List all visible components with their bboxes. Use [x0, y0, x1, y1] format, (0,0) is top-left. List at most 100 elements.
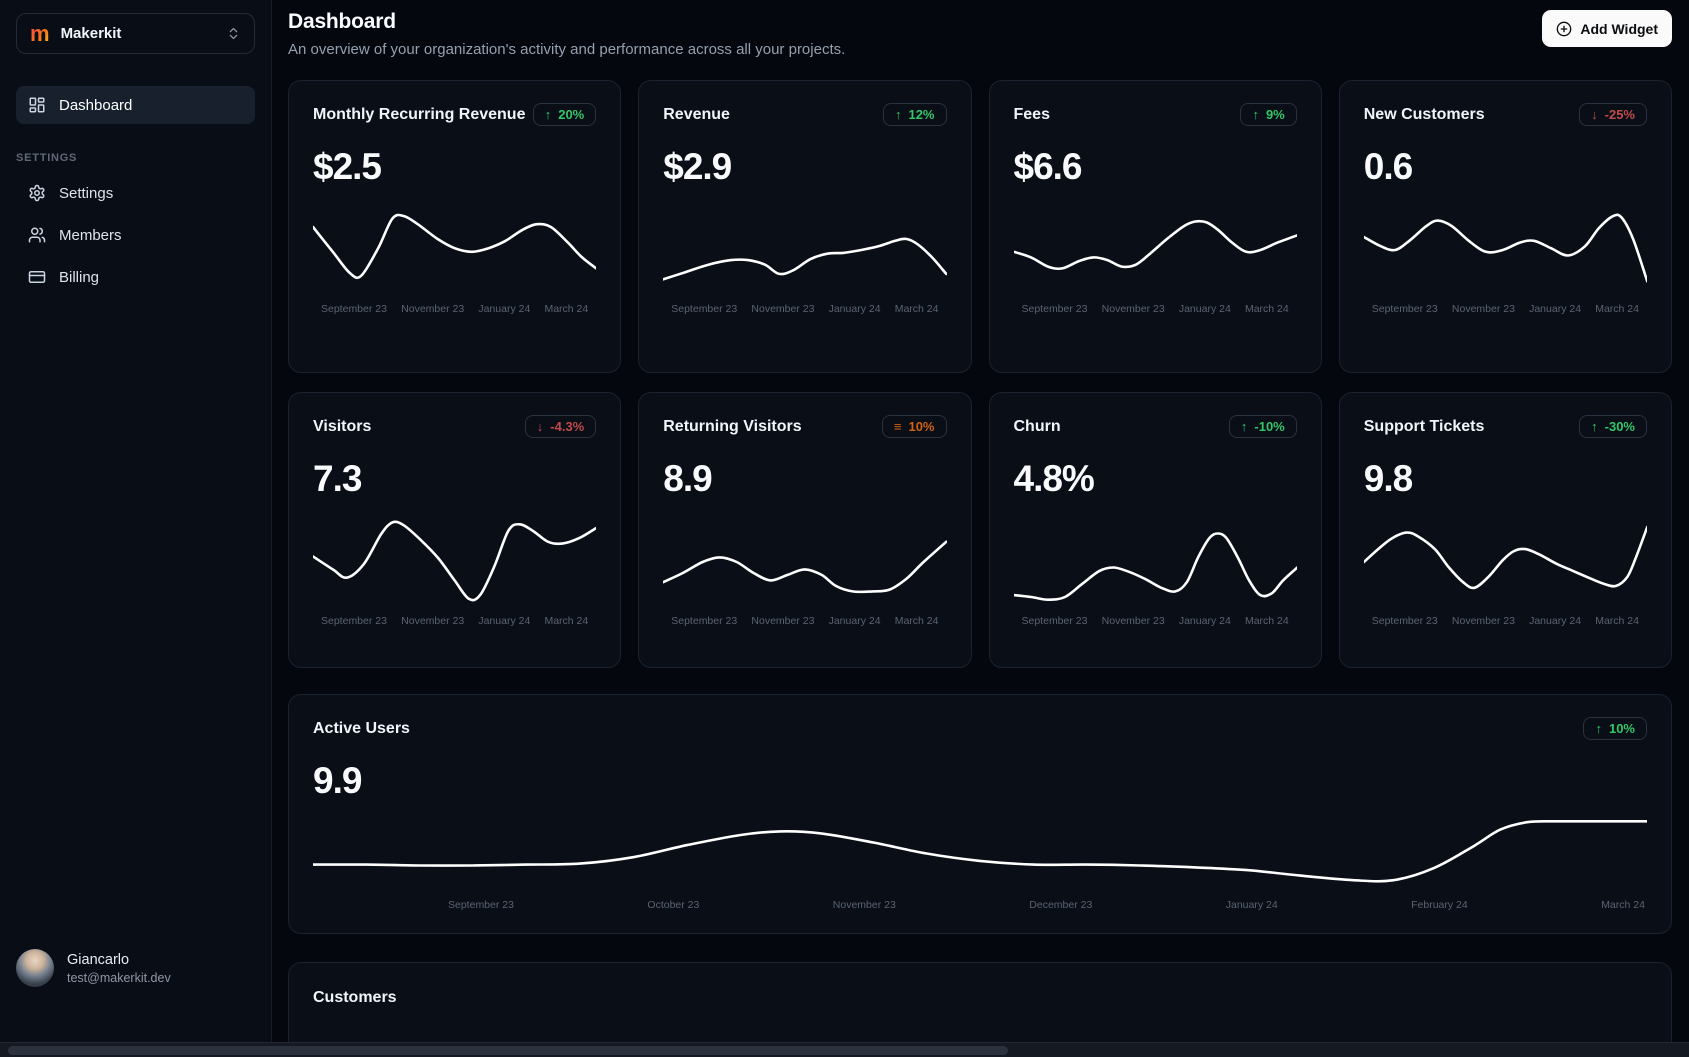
card-title: Fees — [1013, 105, 1050, 123]
x-axis-label: September 23 — [671, 303, 738, 315]
sidebar-item-dashboard[interactable]: Dashboard — [16, 86, 255, 124]
arrow-up-icon: ↑ — [544, 107, 552, 122]
card-value: 9.8 — [1363, 458, 1413, 499]
x-axis-label: November 23 — [1451, 303, 1515, 315]
card-title: Monthly Recurring Revenue — [313, 105, 526, 123]
sparkline-chart — [663, 237, 947, 281]
arrow-down-icon: ↓ — [536, 419, 544, 434]
sidebar-item-label: Members — [59, 226, 122, 244]
card-value: 8.9 — [663, 458, 712, 499]
card-title: New Customers — [1363, 105, 1485, 123]
sidebar-item-members[interactable]: Members — [16, 216, 255, 254]
x-axis-label: January 24 — [478, 615, 531, 627]
metric-card: Revenue ↑ 12% $2.9 September 23 November … — [638, 80, 972, 373]
x-axis-labels: September 23 November 23 January 24 March 2… — [313, 303, 596, 315]
x-axis-label: January 24 — [1225, 899, 1278, 911]
x-axis-label: November 23 — [401, 303, 465, 315]
dashboard-icon — [28, 96, 46, 114]
x-axis-label: November 23 — [751, 615, 815, 627]
add-widget-button[interactable]: Add Widget — [1542, 10, 1672, 47]
sidebar-item-label: Settings — [59, 184, 114, 202]
active-users-card: Active Users ↑ 10% 9.9 September 23 Octob… — [288, 694, 1672, 934]
x-axis-label: November 23 — [1101, 303, 1165, 315]
card-value: 7.3 — [313, 458, 362, 499]
trend-badge: ↑ -10% — [1228, 415, 1297, 438]
x-axis-labels: September 23 November 23 January 24 March 2… — [1014, 303, 1297, 315]
horizontal-scrollbar[interactable] — [0, 1042, 1689, 1057]
add-widget-label: Add Widget — [1580, 20, 1658, 37]
card-title: Churn — [1013, 417, 1061, 435]
trend-badge: ↑ -30% — [1579, 415, 1647, 438]
x-axis-label: November 23 — [1451, 615, 1515, 627]
arrow-up-icon: ↑ — [894, 107, 902, 122]
x-axis-label: March 24 — [544, 303, 589, 315]
team-name: Makerkit — [60, 25, 122, 42]
settings-nav: Settings Members Billing — [16, 174, 255, 296]
arrow-up-icon: ↑ — [1595, 721, 1602, 736]
sidebar-item-settings[interactable]: Settings — [16, 174, 255, 212]
trend-badge: ↑ 9% — [1240, 103, 1297, 126]
metric-card: Support Tickets ↑ -30% 9.8 September 23 N… — [1338, 392, 1672, 668]
user-menu[interactable]: Giancarlo test@makerkit.dev — [16, 949, 255, 987]
x-axis-label: October 23 — [647, 899, 700, 911]
metrics-grid: Monthly Recurring Revenue ↑ 20% $2.5 Sep… — [288, 80, 1672, 668]
trend-value: 9% — [1265, 107, 1285, 122]
arrow-up-icon: ↑ — [1252, 107, 1259, 122]
settings-section-label: SETTINGS — [16, 152, 78, 164]
x-axis-label: March 24 — [544, 615, 589, 627]
x-axis-labels: September 23 November 23 January 24 March 2… — [313, 615, 596, 627]
sparkline-chart — [1013, 219, 1297, 271]
card-value: 4.8% — [1013, 458, 1095, 499]
scrollbar-thumb[interactable] — [8, 1046, 1008, 1055]
metric-card: Monthly Recurring Revenue ↑ 20% $2.5 Sep… — [288, 80, 622, 373]
arrow-up-icon: ↑ — [1591, 419, 1598, 434]
trend-badge: ↓ -25% — [1579, 103, 1647, 126]
metric-card: Returning Visitors ≡ 10% 8.9 September 2… — [638, 392, 972, 668]
sidebar-item-billing[interactable]: Billing — [16, 258, 255, 296]
x-axis-label: March 24 — [1601, 899, 1645, 911]
sparkline-chart — [663, 540, 947, 594]
arrow-down-icon: ↓ — [1591, 107, 1598, 122]
x-axis-label: January 24 — [1178, 303, 1231, 315]
card-value: 9.9 — [313, 760, 362, 801]
x-axis-label: September 23 — [671, 615, 738, 627]
x-axis-label: September 23 — [321, 303, 387, 315]
x-axis-label: March 24 — [1595, 303, 1639, 315]
equals-icon: ≡ — [893, 419, 902, 434]
x-axis-label: November 23 — [401, 615, 465, 627]
trend-badge: ↑ 20% — [532, 103, 597, 126]
x-axis-label: January 24 — [1178, 615, 1231, 627]
metric-card: Fees ↑ 9% $6.6 September 23 November 23 Ja… — [988, 80, 1322, 373]
metric-card: Churn ↑ -10% 4.8% September 23 November 2… — [988, 392, 1322, 668]
x-axis-label: January 24 — [1529, 303, 1582, 315]
trend-value: -10% — [1254, 419, 1285, 434]
x-axis-label: November 23 — [751, 303, 815, 315]
x-axis-label: September 23 — [1021, 303, 1088, 315]
plus-circle-icon — [1556, 21, 1572, 37]
page-title: Dashboard — [288, 10, 396, 33]
x-axis-label: September 23 — [1371, 615, 1438, 627]
customers-card: Customers — [288, 962, 1672, 1057]
team-selector[interactable]: m Makerkit — [16, 13, 255, 54]
chevrons-up-down-icon — [226, 26, 241, 41]
x-axis-label: March 24 — [1244, 303, 1289, 315]
trend-badge: ↑ 12% — [882, 103, 947, 126]
x-axis-label: March 24 — [1595, 615, 1639, 627]
sparkline-chart — [1363, 525, 1647, 590]
sparkline-chart — [313, 213, 597, 280]
makerkit-logo-icon: m — [30, 20, 50, 46]
card-value: 0.6 — [1363, 146, 1413, 187]
sparkline-chart — [313, 520, 597, 602]
metric-card: New Customers ↓ -25% 0.6 September 23 Nov… — [1338, 80, 1672, 373]
trend-value: 20% — [558, 107, 585, 122]
x-axis-label: March 24 — [1244, 615, 1289, 627]
x-axis-labels: September 23 November 23 January 24 March 2… — [1014, 615, 1297, 627]
main-content: Dashboard An overview of your organizati… — [272, 0, 1689, 1057]
user-email: test@makerkit.dev — [67, 970, 171, 985]
x-axis-labels: September 23 November 23 January 24 March 2… — [1364, 615, 1647, 627]
x-axis-label: February 24 — [1411, 899, 1468, 911]
trend-value: -4.3% — [550, 419, 585, 434]
trend-value: -30% — [1604, 419, 1635, 434]
avatar — [16, 949, 54, 987]
x-axis-labels: September 23 November 23 January 24 March 2… — [1364, 303, 1647, 315]
